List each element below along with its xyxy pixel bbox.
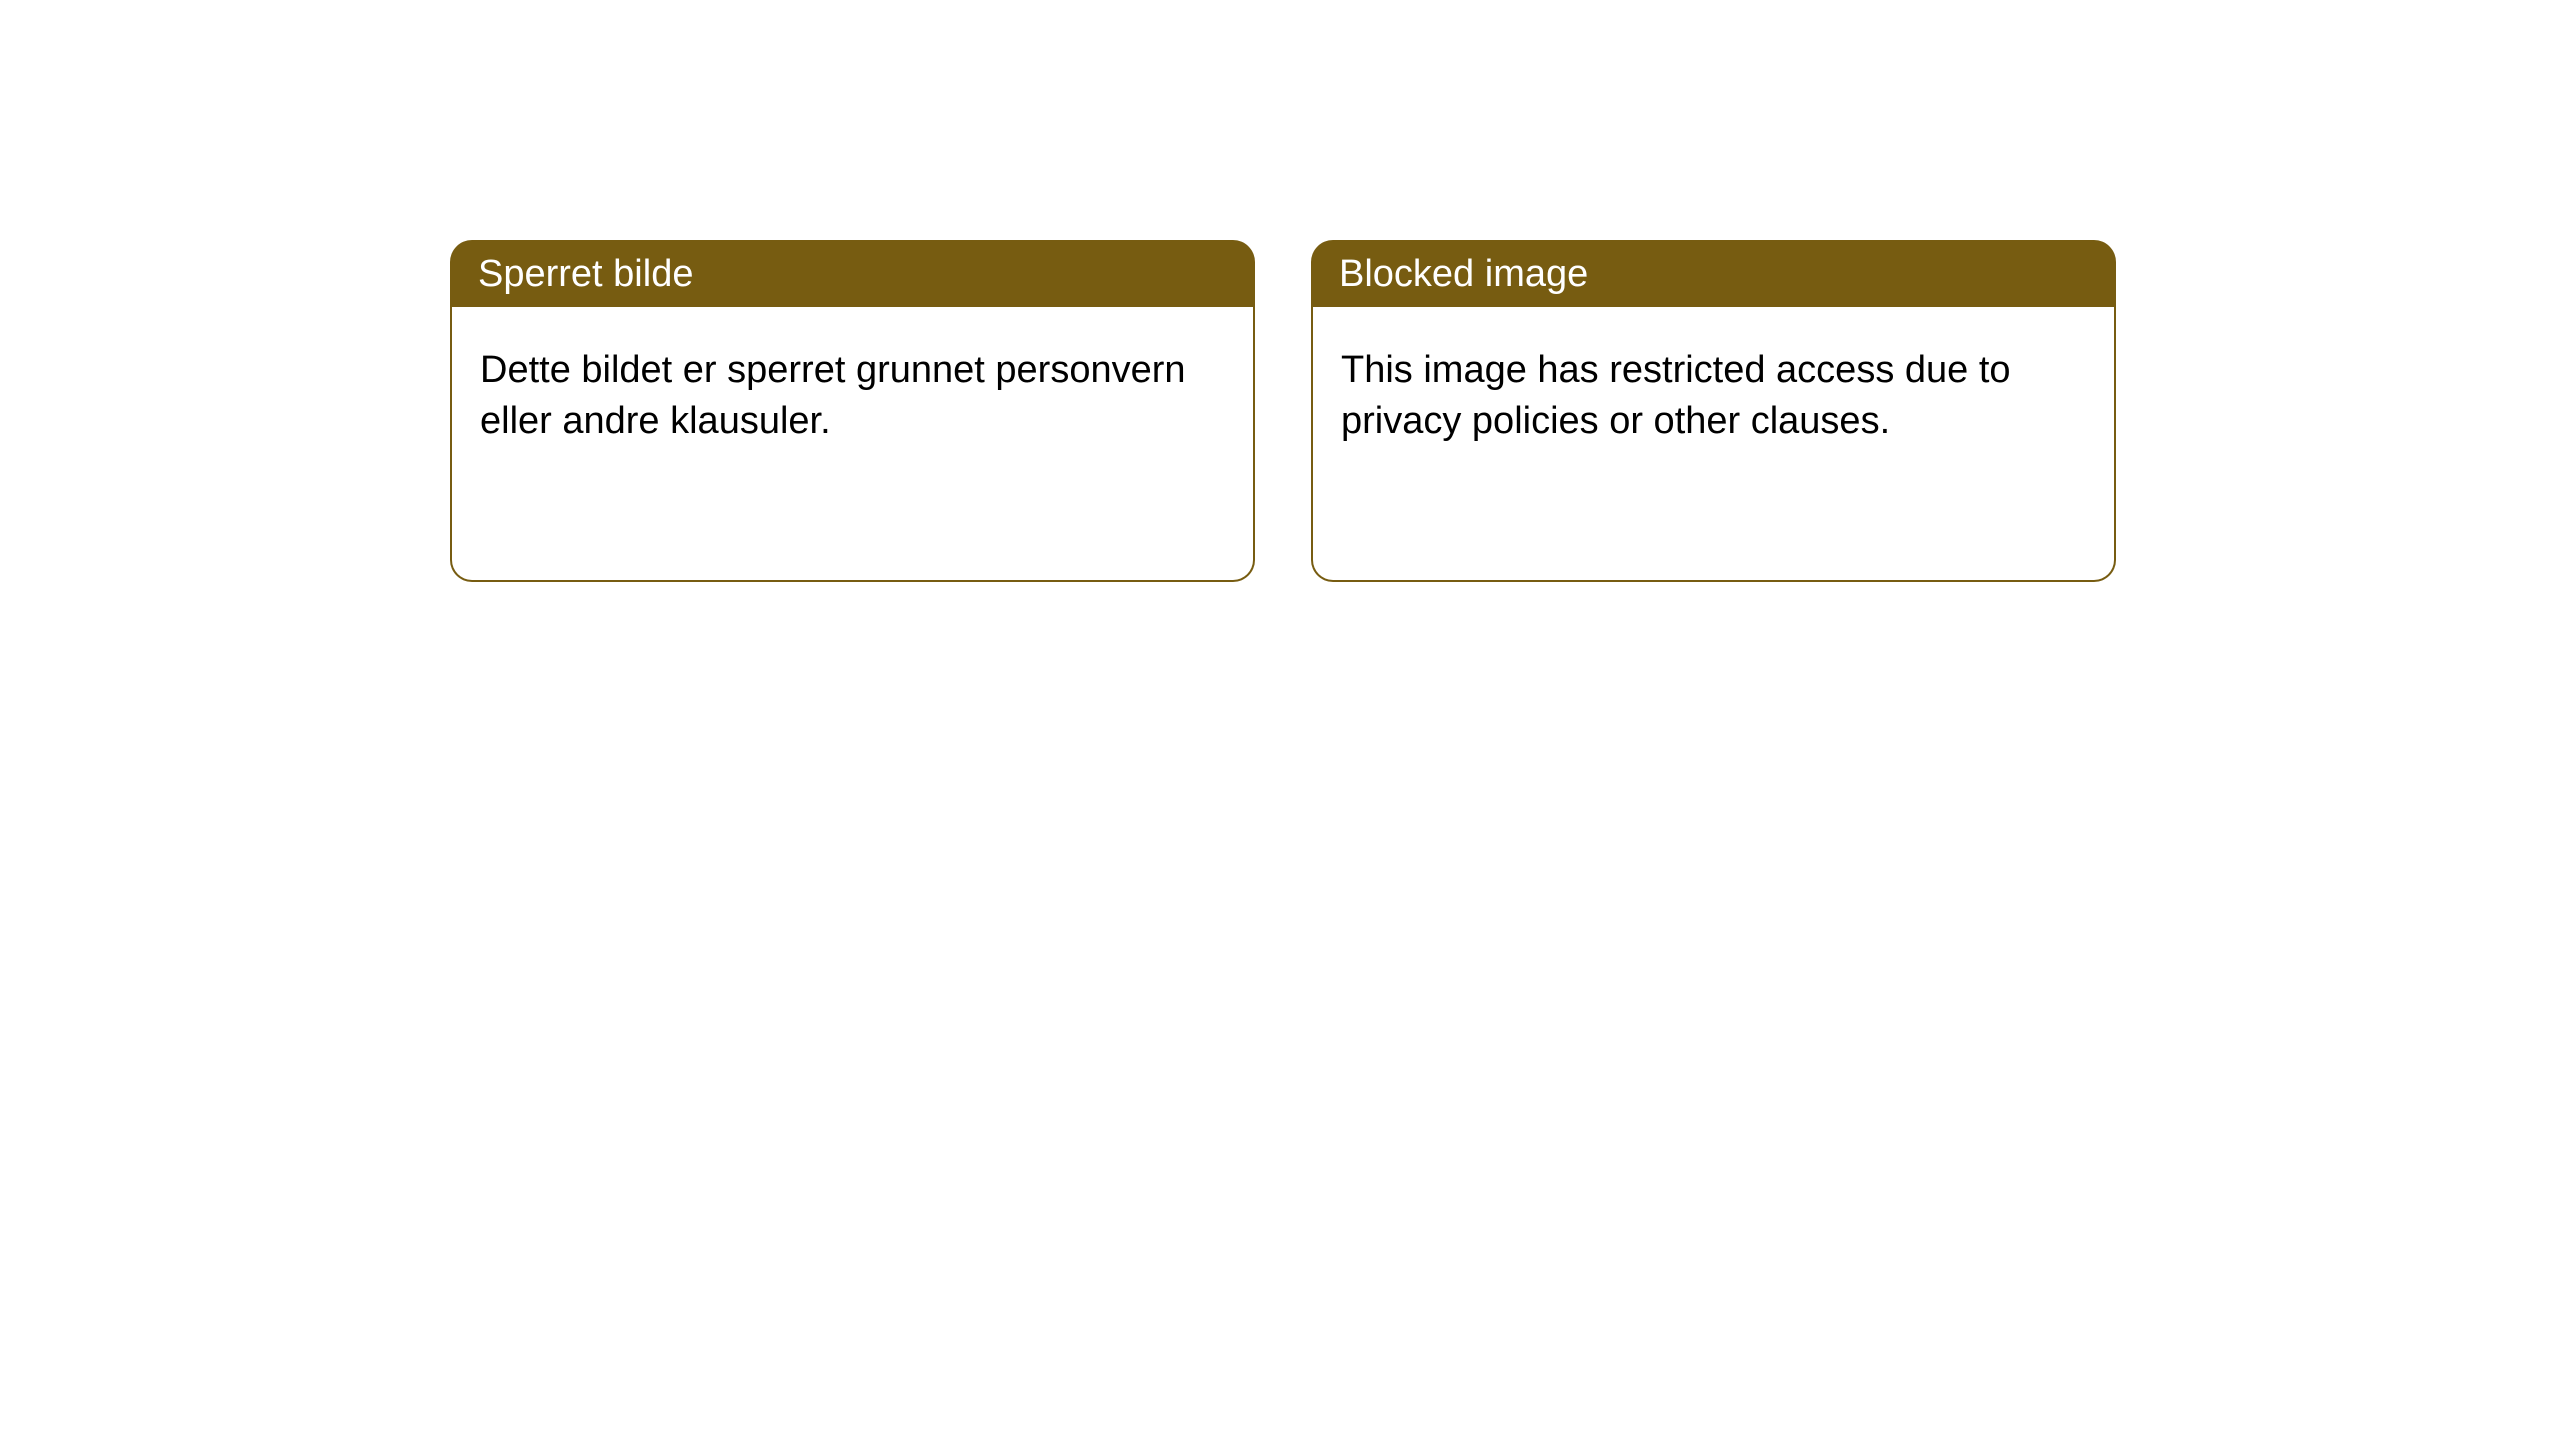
blocked-notice-no-body: Dette bildet er sperret grunnet personve… — [450, 307, 1255, 582]
notice-container: Sperret bilde Dette bildet er sperret gr… — [0, 0, 2560, 582]
blocked-notice-en-body: This image has restricted access due to … — [1311, 307, 2116, 582]
blocked-notice-no: Sperret bilde Dette bildet er sperret gr… — [450, 240, 1255, 582]
blocked-notice-en: Blocked image This image has restricted … — [1311, 240, 2116, 582]
blocked-notice-en-header: Blocked image — [1311, 240, 2116, 307]
blocked-notice-no-header: Sperret bilde — [450, 240, 1255, 307]
